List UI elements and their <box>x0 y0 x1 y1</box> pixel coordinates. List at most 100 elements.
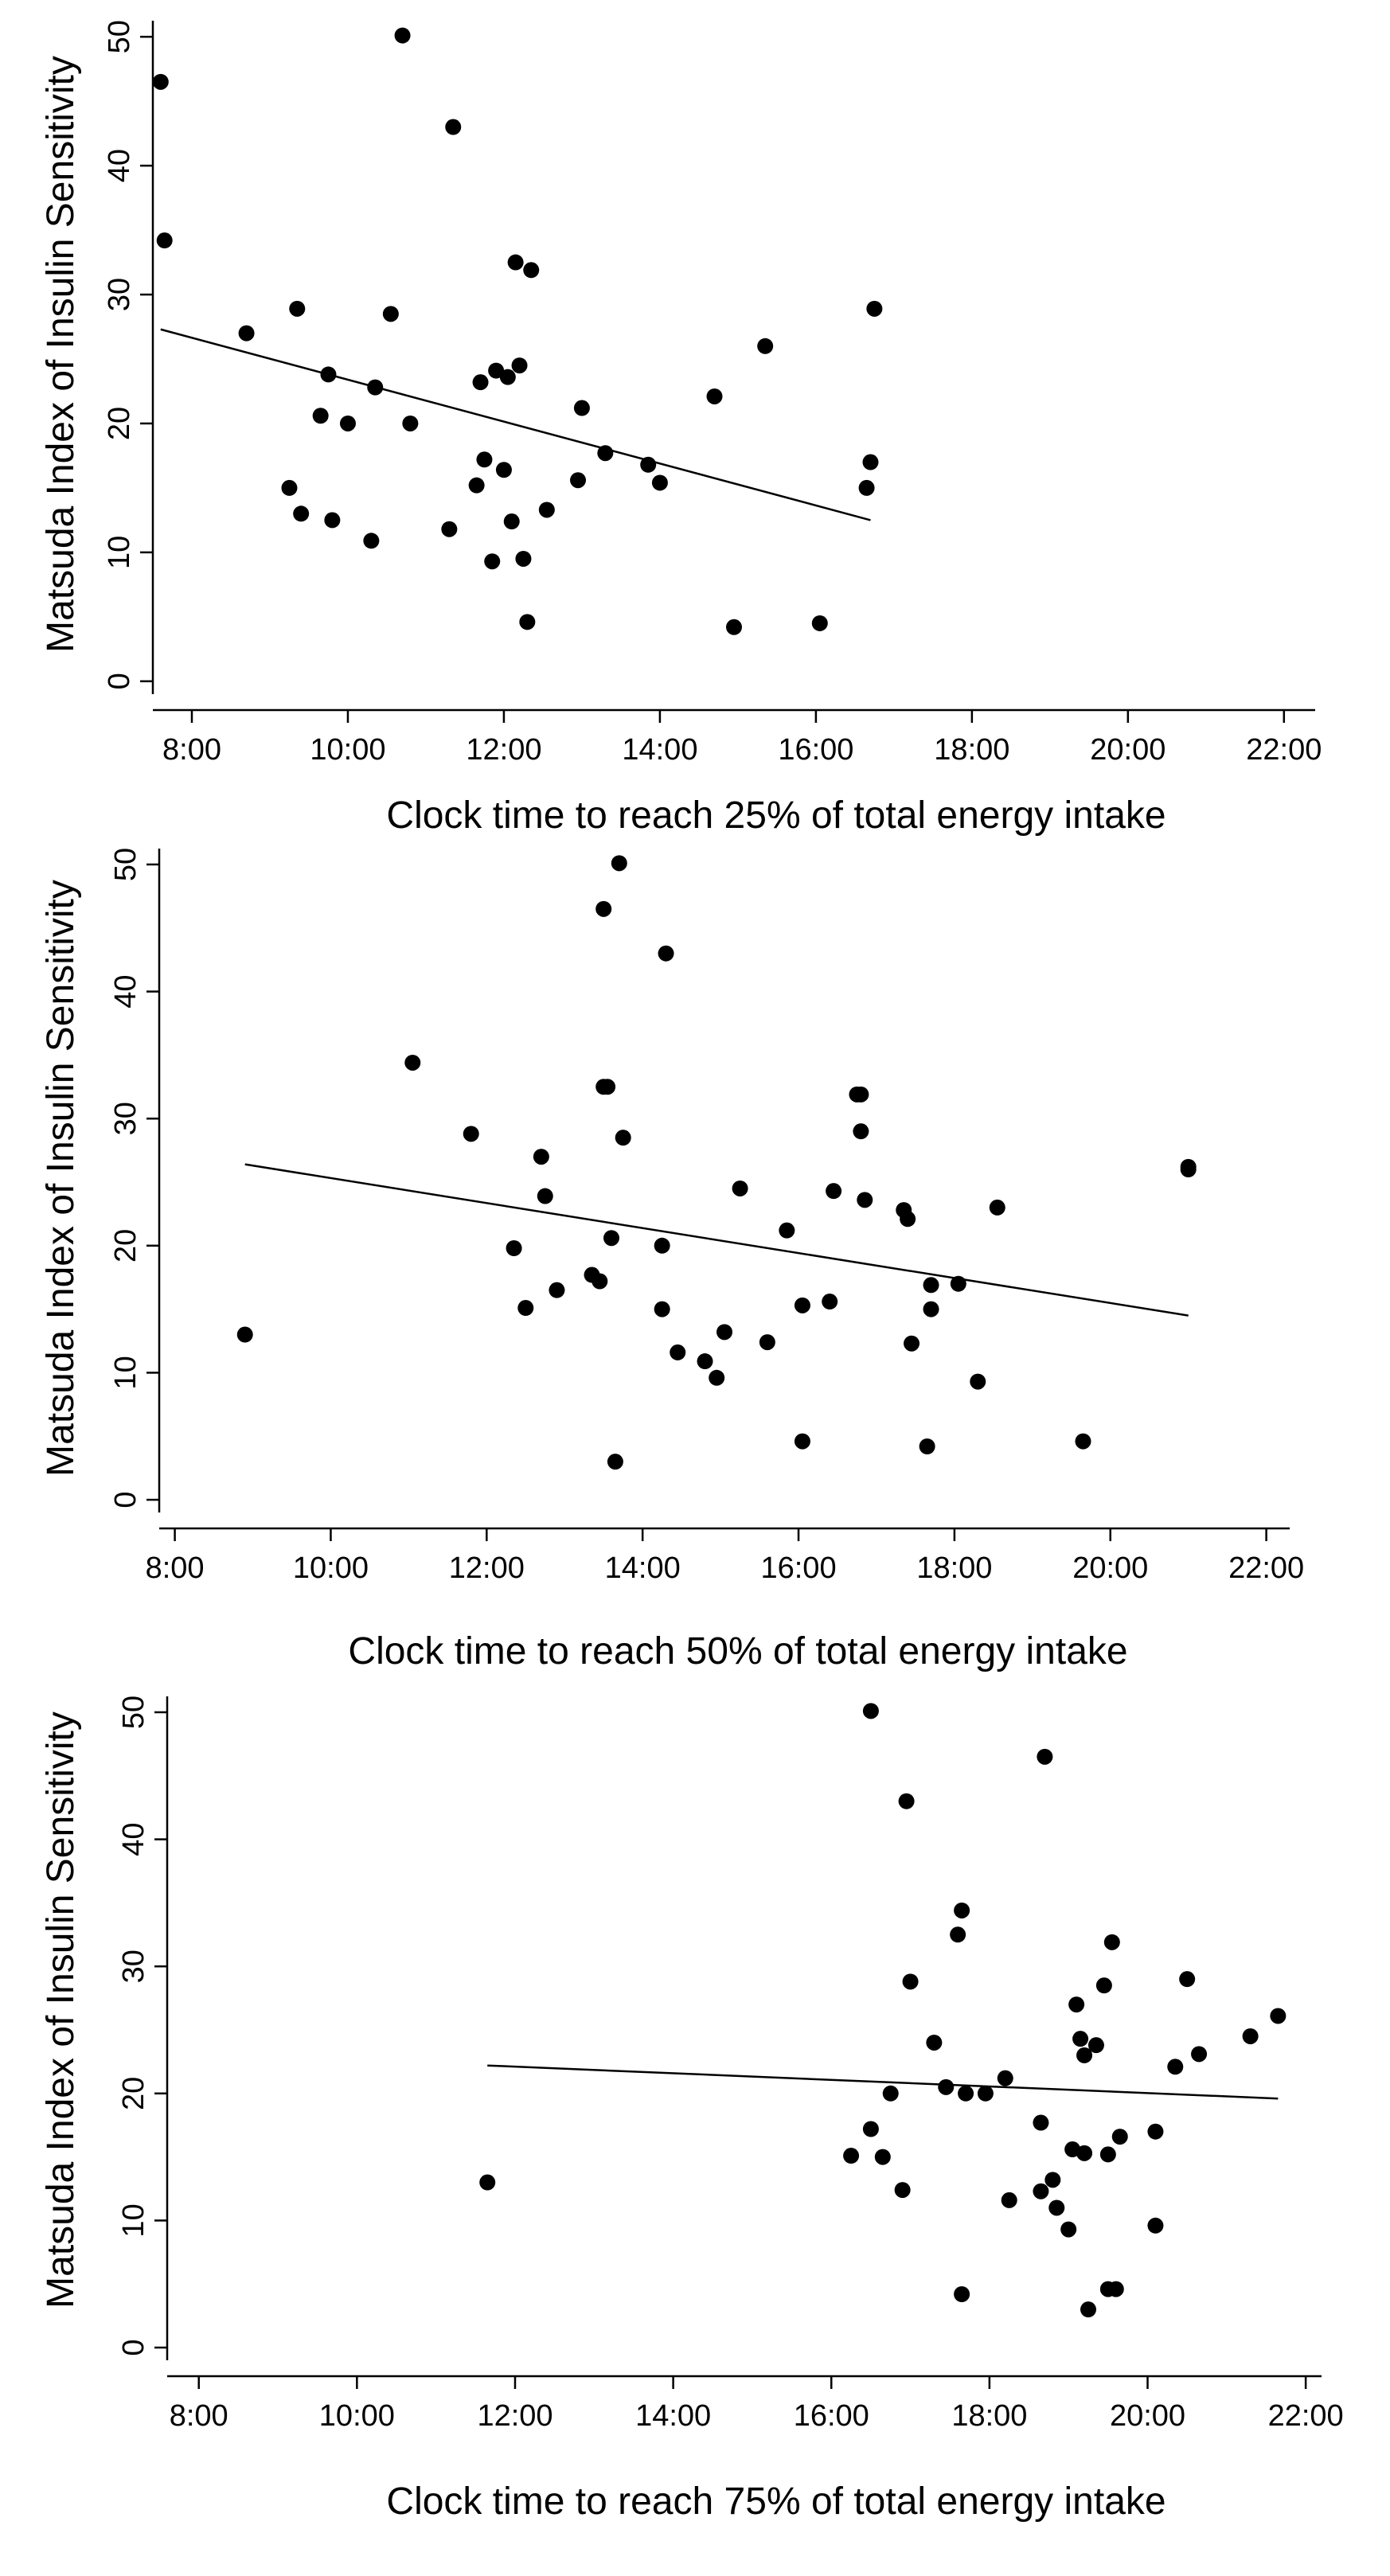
x-tick-label: 8:00 <box>162 733 221 767</box>
data-point <box>757 338 774 354</box>
data-point <box>709 1369 725 1386</box>
data-point <box>479 2174 496 2191</box>
data-point <box>919 1438 935 1454</box>
data-point <box>595 900 612 917</box>
data-point <box>923 1277 939 1294</box>
data-point <box>726 619 742 635</box>
x-tick-label: 14:00 <box>622 733 697 767</box>
data-point <box>853 1086 869 1103</box>
data-point <box>570 472 587 489</box>
data-point <box>1072 2031 1089 2047</box>
data-point <box>822 1294 838 1310</box>
data-point <box>281 479 298 496</box>
data-point <box>324 512 341 529</box>
data-point <box>1103 1934 1120 1950</box>
data-point <box>1080 2301 1097 2318</box>
data-point <box>794 1433 810 1450</box>
data-point <box>866 300 883 317</box>
data-point <box>794 1297 810 1313</box>
data-point <box>339 415 356 431</box>
data-point <box>1095 1977 1112 1994</box>
data-point <box>1167 2059 1184 2075</box>
data-point <box>904 1335 920 1352</box>
data-point <box>894 2182 911 2199</box>
y-tick-label: 20 <box>103 407 136 440</box>
data-point <box>926 2034 943 2051</box>
data-point <box>1076 2047 1093 2063</box>
x-tick-label: 12:00 <box>449 1551 525 1585</box>
y-tick-label: 50 <box>109 848 143 881</box>
y-tick-label: 50 <box>103 20 136 53</box>
data-point <box>476 451 493 468</box>
data-point <box>658 945 674 962</box>
x-tick-label: 20:00 <box>1110 2399 1185 2433</box>
x-tick-label: 18:00 <box>916 1551 992 1585</box>
x-tick-label: 22:00 <box>1228 1551 1304 1585</box>
data-point <box>651 474 668 491</box>
data-point <box>1033 2183 1049 2199</box>
data-point <box>1044 2172 1061 2188</box>
data-point <box>1068 1996 1085 2013</box>
data-point <box>517 1300 534 1317</box>
data-point <box>1001 2192 1017 2208</box>
data-point <box>511 357 528 374</box>
data-point <box>507 254 524 271</box>
data-point <box>732 1180 748 1196</box>
panel-50-percent: Matsuda Index of Insulin Sensitivity Clo… <box>40 848 1304 1672</box>
x-tick-label: 8:00 <box>146 1551 205 1585</box>
data-point <box>156 232 173 249</box>
y-tick-label: 20 <box>109 1229 143 1263</box>
data-point <box>320 366 337 383</box>
data-point <box>523 262 540 279</box>
data-point <box>1076 2145 1093 2161</box>
y-tick-label: 10 <box>109 1356 143 1389</box>
data-point <box>236 1326 253 1343</box>
data-point <box>843 2148 860 2164</box>
regression-line <box>160 328 871 521</box>
data-point <box>607 1454 623 1470</box>
data-point <box>902 1973 919 1990</box>
y-axis-title: Matsuda Index of Insulin Sensitivity <box>40 880 82 1477</box>
data-point <box>549 1282 565 1298</box>
data-point <box>293 505 310 522</box>
data-point <box>503 513 520 530</box>
data-point <box>573 400 590 416</box>
data-point <box>923 1301 939 1317</box>
data-point <box>599 1079 616 1095</box>
y-tick-label: 0 <box>109 1491 143 1508</box>
x-tick-label: 20:00 <box>1072 1551 1148 1585</box>
data-point <box>515 550 532 567</box>
data-point <box>484 553 501 570</box>
data-point <box>862 2121 879 2137</box>
data-point <box>654 1301 670 1317</box>
data-point <box>900 1211 916 1228</box>
regression-line <box>487 2064 1279 2100</box>
data-point <box>958 2085 974 2102</box>
data-point <box>363 533 380 549</box>
data-point <box>1060 2221 1077 2238</box>
y-tick-label: 0 <box>103 673 136 689</box>
data-point <box>367 379 384 396</box>
data-point <box>615 1130 631 1146</box>
data-point <box>611 855 627 872</box>
data-point <box>1107 2281 1124 2297</box>
data-point <box>654 1237 670 1254</box>
data-point <box>592 1273 608 1290</box>
data-point <box>488 362 505 379</box>
data-point <box>858 479 875 496</box>
x-tick-label: 10:00 <box>293 1551 369 1585</box>
data-point <box>382 306 399 322</box>
x-tick-label: 22:00 <box>1246 733 1322 767</box>
y-tick-label: 40 <box>103 149 136 182</box>
data-point <box>997 2070 1013 2086</box>
data-point <box>495 462 512 478</box>
y-tick-label: 0 <box>117 2339 150 2355</box>
data-point <box>862 1703 879 1719</box>
y-tick-label: 30 <box>117 1950 150 1983</box>
x-tick-label: 22:00 <box>1268 2399 1344 2433</box>
data-point <box>1075 1433 1091 1450</box>
data-point <box>1180 1158 1197 1175</box>
data-point <box>989 1199 1005 1216</box>
data-point <box>1191 2046 1208 2063</box>
y-tick-label: 20 <box>117 2077 150 2110</box>
